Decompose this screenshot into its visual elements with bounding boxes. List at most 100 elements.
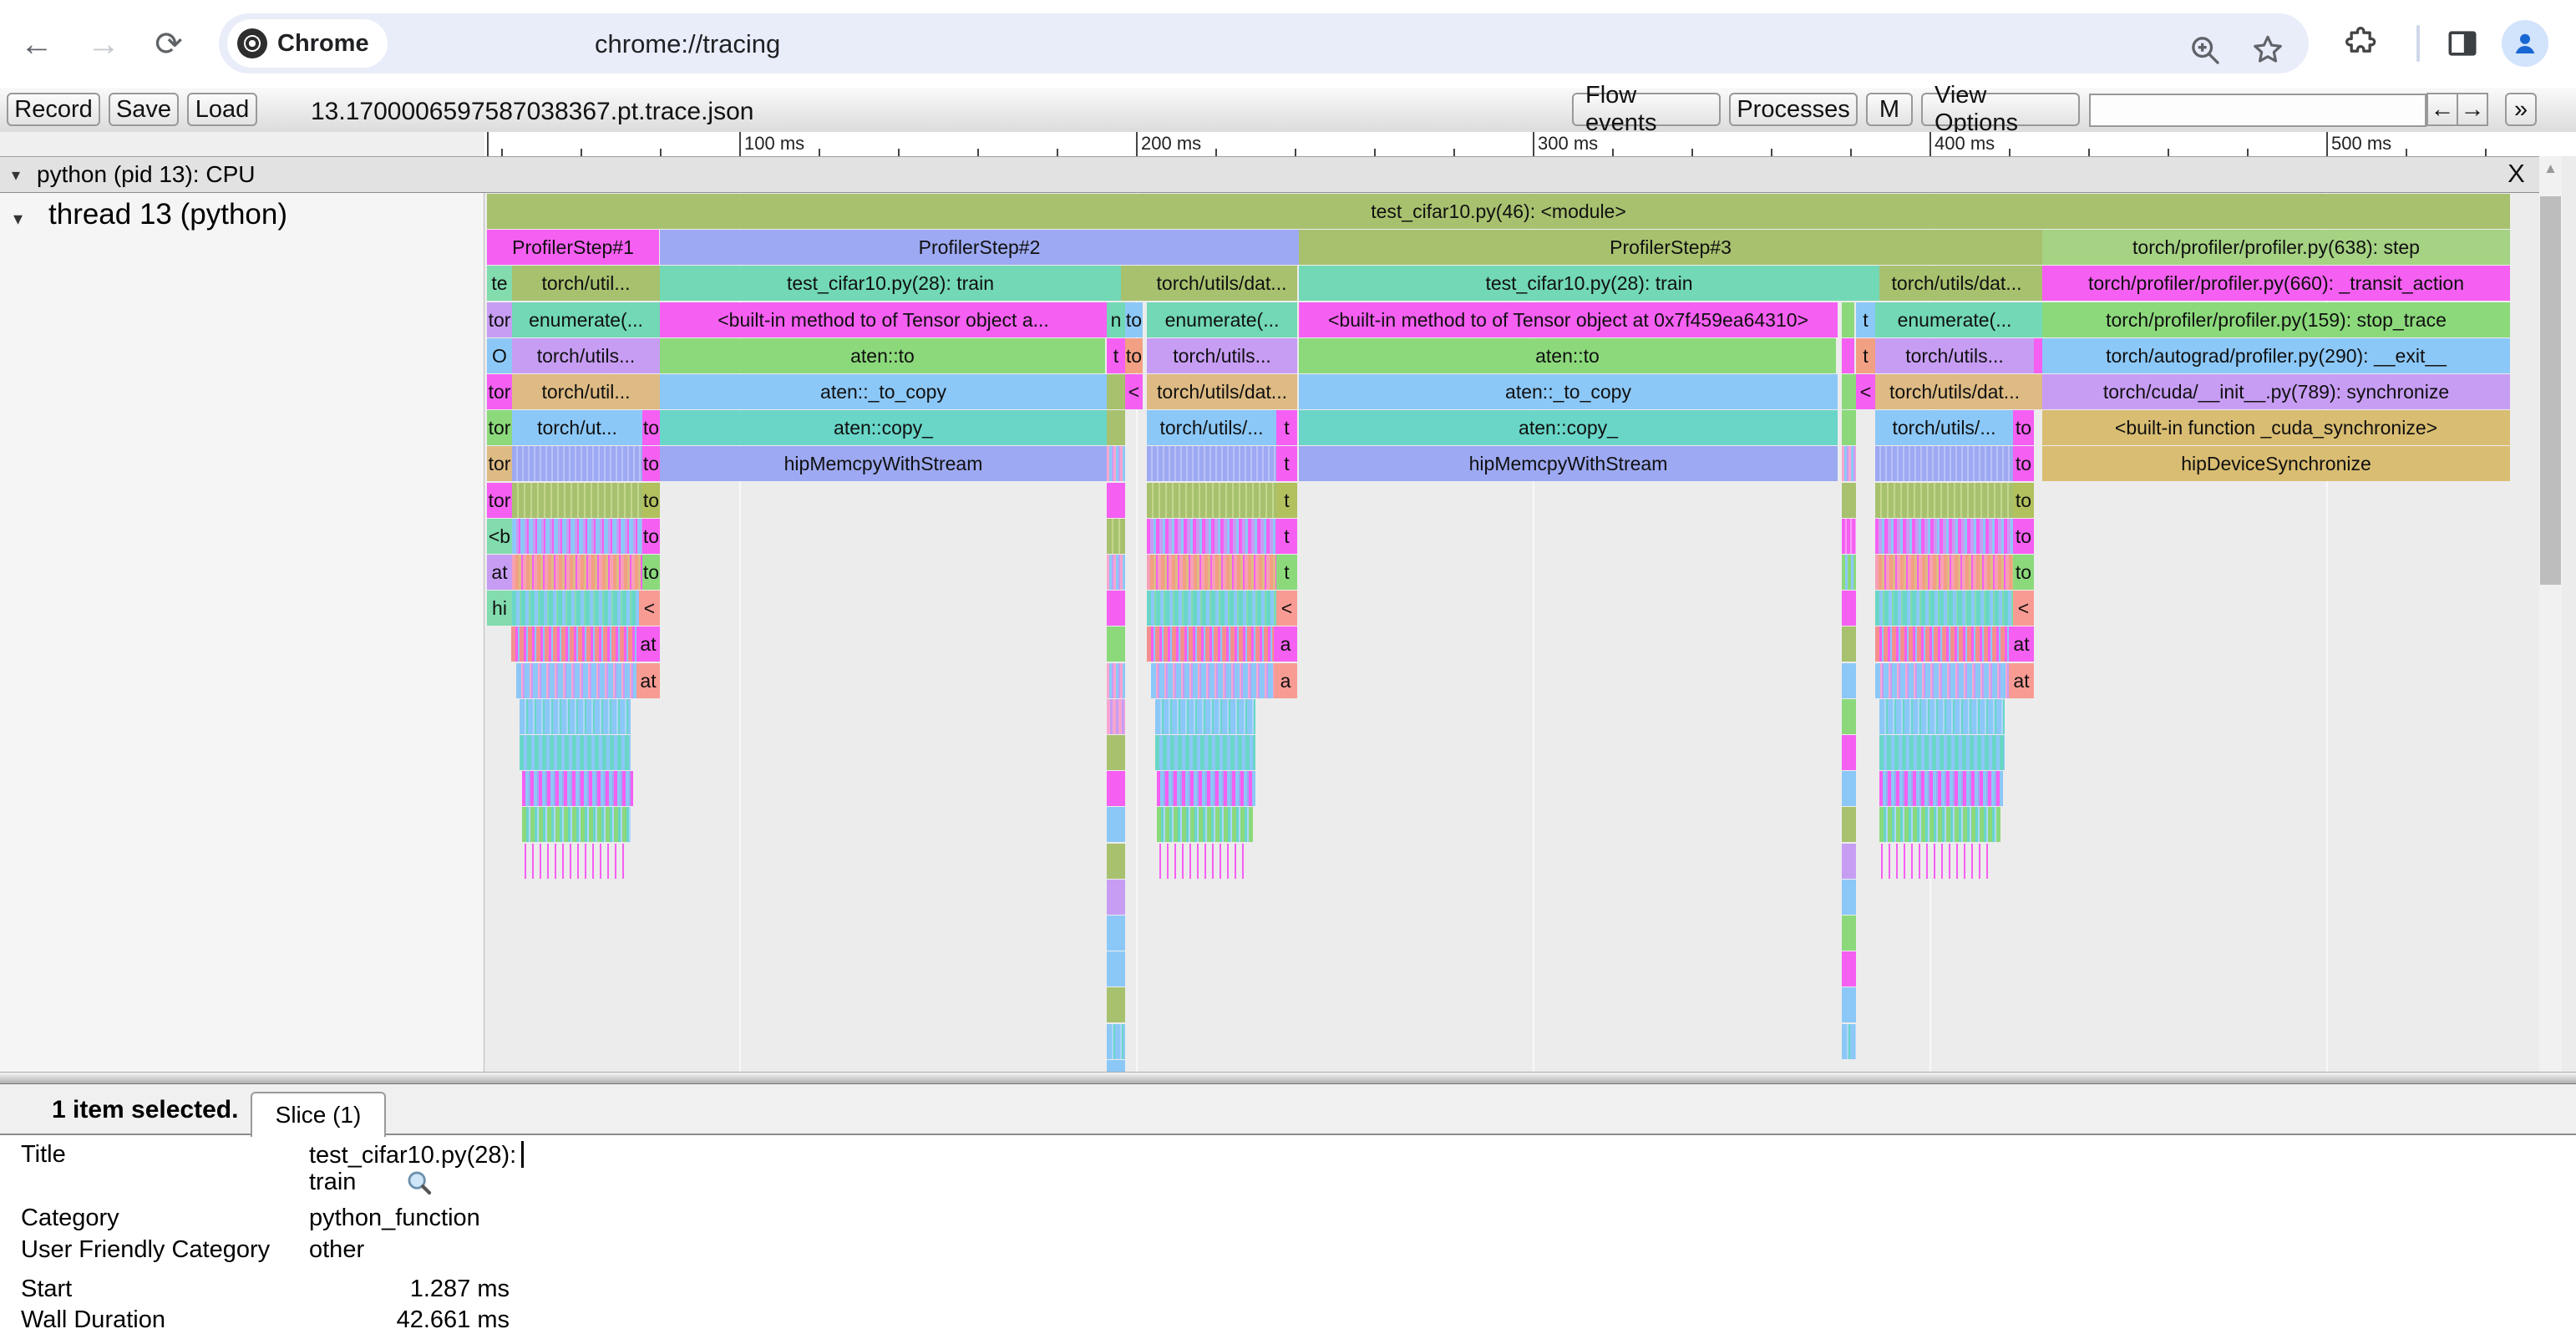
flame-span[interactable] — [1842, 555, 1856, 590]
flame-span[interactable]: torch/utils/... — [1147, 410, 1276, 445]
flame-span[interactable] — [1842, 1024, 1856, 1059]
address-bar[interactable]: Chrome chrome://tracing — [219, 13, 2309, 74]
scroll-up-arrow-icon[interactable]: ▲ — [2543, 160, 2558, 176]
flame-span[interactable]: hipMemcpyWithStream — [1299, 446, 1838, 481]
flame-span[interactable]: <b — [487, 519, 512, 554]
flame-span[interactable]: tor — [487, 410, 512, 445]
flame-span[interactable] — [1107, 987, 1125, 1022]
flame-span[interactable]: enumerate(... — [512, 302, 660, 337]
bookmark-star-icon[interactable] — [2244, 27, 2291, 74]
flame-span[interactable] — [1107, 951, 1125, 987]
flame-span[interactable] — [1842, 699, 1856, 734]
flame-span[interactable]: aten::_to_copy — [660, 374, 1107, 409]
process-header[interactable]: ▾ python (pid 13): CPU X — [0, 156, 2539, 193]
flame-span[interactable]: hipMemcpyWithStream — [660, 446, 1107, 481]
flame-span[interactable] — [1107, 699, 1125, 734]
flame-span[interactable]: aten::to — [660, 338, 1105, 373]
flame-span[interactable] — [2034, 338, 2042, 373]
flame-span[interactable] — [522, 807, 631, 842]
flame-span[interactable]: test_cifar10.py(46): <module> — [487, 194, 2510, 229]
flame-span[interactable]: aten::to — [1299, 338, 1836, 373]
flame-span[interactable]: test_cifar10.py(28): train — [1299, 266, 1879, 301]
flame-span[interactable]: at — [2009, 663, 2034, 698]
flame-span[interactable] — [520, 699, 631, 734]
flame-span[interactable] — [512, 446, 642, 481]
flame-span[interactable] — [1107, 1024, 1125, 1059]
flow-events-button[interactable]: Flow events — [1572, 82, 1721, 136]
flame-span[interactable]: at — [636, 626, 660, 662]
flame-span[interactable]: torch/ut... — [512, 410, 642, 445]
more-button[interactable]: » — [2505, 93, 2537, 126]
save-button[interactable]: Save — [109, 93, 179, 126]
back-icon[interactable]: ← — [20, 26, 53, 63]
flame-span[interactable]: to — [1125, 302, 1143, 337]
flame-span[interactable]: to — [2013, 519, 2034, 554]
flame-span[interactable]: < — [2013, 591, 2034, 626]
find-prev-button[interactable]: ← — [2426, 93, 2458, 126]
flame-span[interactable]: to — [642, 446, 660, 481]
flame-span[interactable]: enumerate(... — [1147, 302, 1297, 337]
flame-span[interactable]: at — [487, 555, 512, 590]
vertical-scrollbar[interactable]: ▲ — [2539, 156, 2562, 1072]
flame-span[interactable] — [512, 483, 642, 518]
flame-span[interactable]: torch/utils/... — [1875, 410, 2013, 445]
flame-span[interactable]: at — [2009, 626, 2034, 662]
flame-span[interactable]: torch/util... — [512, 374, 660, 409]
flame-span[interactable]: tor — [487, 483, 512, 518]
flame-span[interactable]: ProfilerStep#3 — [1299, 230, 2042, 265]
flame-span[interactable]: torch/profiler/profiler.py(660): _transi… — [2042, 266, 2510, 301]
flame-span[interactable]: t — [1276, 410, 1297, 445]
flame-span[interactable]: t — [1276, 519, 1297, 554]
scrollbar-thumb[interactable] — [2540, 196, 2561, 585]
flame-span[interactable] — [1107, 374, 1125, 409]
flame-span[interactable]: to — [1125, 338, 1143, 373]
thread-collapse-triangle-icon[interactable]: ▾ — [13, 208, 23, 229]
flame-span[interactable] — [2034, 266, 2042, 301]
flame-span[interactable]: torch/utils/dat... — [1875, 374, 2034, 409]
flame-span[interactable]: hipDeviceSynchronize — [2042, 446, 2510, 481]
flame-span[interactable]: t — [1856, 302, 1875, 337]
flame-span[interactable] — [1875, 626, 2009, 662]
flame-span[interactable]: to — [642, 519, 660, 554]
flame-span[interactable] — [1107, 844, 1125, 879]
flame-span[interactable] — [1842, 519, 1856, 554]
reload-icon[interactable]: ⟳ — [155, 26, 183, 63]
profile-avatar[interactable] — [2502, 20, 2548, 67]
forward-icon[interactable]: → — [87, 26, 120, 63]
flame-span[interactable]: O — [487, 338, 512, 373]
flame-span[interactable] — [1147, 519, 1276, 554]
url-text[interactable]: chrome://tracing — [595, 29, 781, 58]
flame-span[interactable] — [2034, 302, 2042, 337]
flame-span[interactable]: torch/util... — [512, 266, 660, 301]
flame-span[interactable]: t — [1276, 555, 1297, 590]
record-button[interactable]: Record — [7, 93, 100, 126]
flame-span[interactable] — [1842, 916, 1856, 951]
flame-span[interactable] — [1147, 483, 1276, 518]
flame-span[interactable] — [522, 771, 633, 806]
flame-span[interactable]: <built-in method to of Tensor object a..… — [660, 302, 1107, 337]
flame-span[interactable] — [1842, 807, 1856, 842]
flame-span[interactable]: ProfilerStep#2 — [660, 230, 1299, 265]
flame-span[interactable]: enumerate(... — [1875, 302, 2034, 337]
flame-span[interactable]: < — [1125, 374, 1143, 409]
flame-span[interactable]: n — [1107, 302, 1125, 337]
processes-button[interactable]: Processes — [1729, 93, 1858, 126]
flame-span[interactable]: to — [2013, 555, 2034, 590]
flame-span[interactable] — [1881, 844, 1990, 879]
flame-span[interactable]: <built-in method to of Tensor object at … — [1299, 302, 1838, 337]
flame-span[interactable] — [1107, 880, 1125, 915]
zoom-icon[interactable] — [2182, 27, 2229, 74]
flame-span[interactable]: test_cifar10.py(28): train — [660, 266, 1121, 301]
flame-span[interactable]: t — [1276, 483, 1297, 518]
flame-span[interactable]: aten::copy_ — [1299, 410, 1838, 445]
flame-span[interactable] — [512, 519, 642, 554]
flame-span[interactable] — [1875, 519, 2013, 554]
flame-span[interactable]: a — [1274, 663, 1297, 698]
flame-span[interactable] — [2034, 374, 2042, 409]
flame-span[interactable] — [1157, 807, 1253, 842]
flame-canvas[interactable]: test_cifar10.py(46): <module> ProfilerSte… — [484, 193, 2539, 1072]
side-panel-icon[interactable] — [2439, 20, 2486, 67]
flame-span[interactable] — [1842, 987, 1856, 1022]
flame-span[interactable] — [1842, 591, 1856, 626]
flame-span[interactable] — [1842, 446, 1856, 481]
